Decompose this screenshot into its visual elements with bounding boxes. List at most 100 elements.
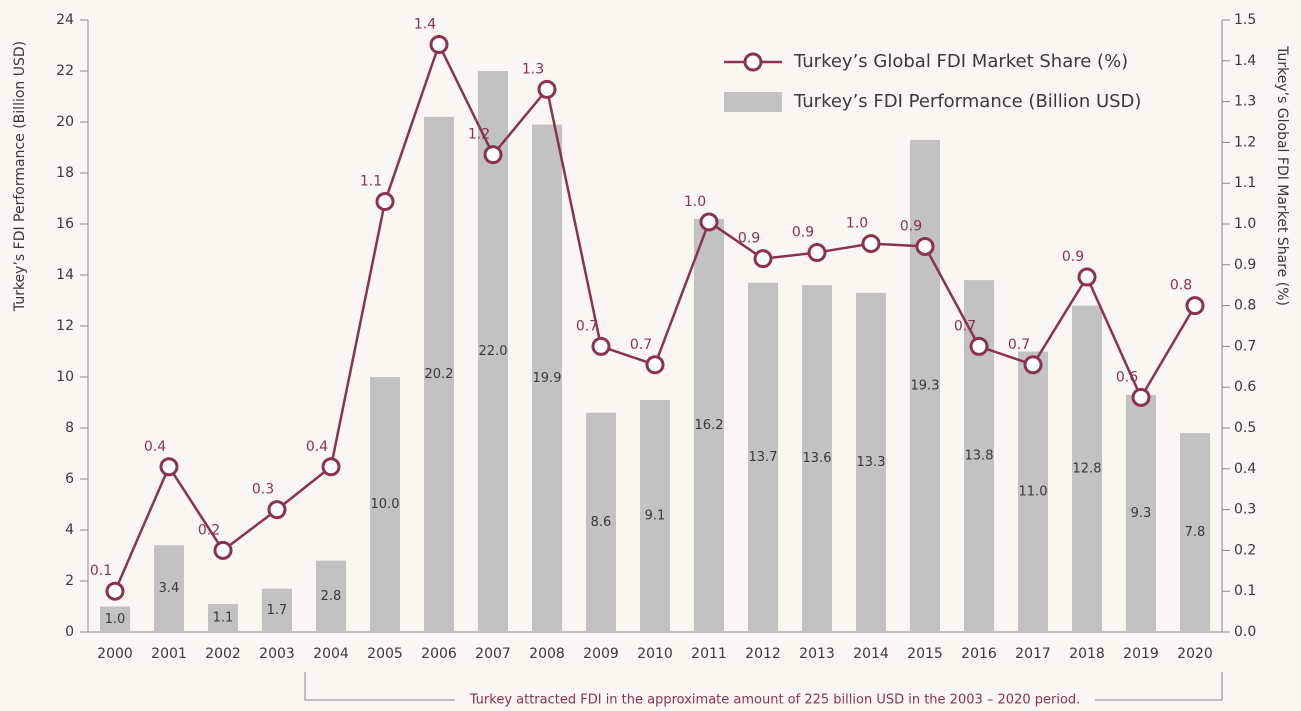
line-marker — [267, 500, 287, 520]
line-value-label: 0.8 — [1170, 278, 1192, 294]
y2-tick-label: 1.0 — [1234, 216, 1256, 232]
annotation: Turkey attracted FDI in the approximate … — [469, 693, 1081, 708]
bar — [154, 545, 184, 632]
y2-tick-label: 0.2 — [1234, 542, 1256, 558]
line-marker — [105, 581, 125, 601]
bar — [586, 412, 616, 632]
line-marker — [645, 355, 665, 375]
line-value-label: 0.9 — [792, 225, 814, 241]
bar-value-label: 16.2 — [695, 418, 724, 433]
x-tick-label: 2020 — [1177, 646, 1213, 662]
line-marker — [1077, 267, 1097, 287]
line-value-label: 0.4 — [306, 439, 328, 455]
line-value-label: 1.0 — [684, 194, 706, 210]
bar — [100, 606, 130, 632]
y-tick-label: 4 — [65, 522, 74, 538]
line-marker — [1185, 296, 1205, 316]
y2-tick-label: 0.9 — [1234, 257, 1256, 273]
line-value-label: 0.7 — [1008, 337, 1030, 353]
bar-value-label: 1.1 — [213, 610, 234, 625]
x-tick-label: 2012 — [745, 646, 781, 662]
y-tick-label: 22 — [56, 63, 74, 79]
bar-value-label: 2.8 — [321, 589, 342, 604]
line-marker — [753, 249, 773, 269]
bar — [478, 71, 508, 632]
x-tick-label: 2011 — [691, 646, 727, 662]
bar-value-label: 19.3 — [911, 378, 940, 393]
bar — [370, 377, 400, 632]
bar-value-label: 1.7 — [267, 603, 288, 618]
bar-value-label: 19.9 — [533, 371, 562, 386]
line-marker — [537, 79, 557, 99]
line-value-label: 0.4 — [144, 439, 166, 455]
y-tick-label: 20 — [56, 114, 74, 130]
y-tick-label: 24 — [56, 12, 74, 28]
line-marker — [483, 145, 503, 165]
line-value-label: 0.7 — [954, 318, 976, 334]
bar — [532, 124, 562, 633]
y2-tick-label: 1.2 — [1234, 134, 1256, 150]
bar-value-label: 13.8 — [965, 449, 994, 464]
x-tick-label: 2004 — [313, 646, 349, 662]
bar — [1072, 305, 1102, 632]
x-tick-label: 2013 — [799, 646, 835, 662]
x-tick-label: 2018 — [1069, 646, 1105, 662]
y2-tick-label: 0.3 — [1234, 502, 1256, 518]
y-tick-label: 0 — [65, 624, 74, 640]
y2-tick-label: 1.4 — [1234, 53, 1256, 69]
bar-value-label: 9.3 — [1131, 506, 1152, 521]
x-tick-label: 2001 — [151, 646, 187, 662]
bar — [262, 588, 292, 632]
x-tick-label: 2002 — [205, 646, 241, 662]
y2-tick-label: 0.1 — [1234, 583, 1256, 599]
y2-tick-label: 1.5 — [1234, 12, 1256, 28]
y-tick-label: 12 — [56, 318, 74, 334]
line-value-label: 1.2 — [468, 127, 490, 143]
line-value-label: 0.1 — [90, 563, 112, 579]
bar-value-label: 13.3 — [857, 455, 886, 470]
line-marker — [213, 540, 233, 560]
line-value-label: 1.4 — [414, 16, 436, 32]
bar-value-label: 3.4 — [159, 581, 180, 596]
line-value-label: 0.9 — [1062, 249, 1084, 265]
line-marker — [429, 34, 449, 54]
line-value-label: 1.3 — [522, 61, 544, 77]
bar — [802, 285, 832, 632]
bar-value-label: 9.1 — [645, 508, 666, 523]
bar-value-label: 13.7 — [749, 450, 778, 465]
line-marker — [861, 234, 881, 254]
bar — [1018, 351, 1048, 632]
line-marker — [807, 243, 827, 263]
y-tick-label: 16 — [56, 216, 74, 232]
x-tick-label: 2016 — [961, 646, 997, 662]
line-marker — [915, 236, 935, 256]
line-value-label: 0.3 — [252, 482, 274, 498]
y2-tick-label: 0.6 — [1234, 379, 1256, 395]
x-tick-label: 2010 — [637, 646, 673, 662]
x-tick-label: 2006 — [421, 646, 457, 662]
y-axis-title: Turkey’s FDI Performance (Billion USD) — [12, 41, 28, 312]
legend-swatch — [724, 92, 782, 112]
bar — [694, 218, 724, 632]
y-tick-label: 6 — [65, 471, 74, 487]
line-marker — [591, 336, 611, 356]
line-value-label: 0.6 — [1116, 369, 1138, 385]
line-value-label: 0.7 — [576, 318, 598, 334]
y-tick-label: 10 — [56, 369, 74, 385]
bar — [1126, 394, 1156, 632]
line-marker — [969, 336, 989, 356]
x-tick-label: 2008 — [529, 646, 565, 662]
bar — [316, 560, 346, 632]
bar-value-label: 20.2 — [425, 367, 454, 382]
x-tick-label: 2014 — [853, 646, 889, 662]
line-value-label: 0.9 — [900, 218, 922, 234]
bar — [1180, 433, 1210, 632]
y2-tick-label: 0.8 — [1234, 298, 1256, 314]
y2-tick-label: 1.3 — [1234, 94, 1256, 110]
line-marker — [1023, 355, 1043, 375]
line-value-label: 0.2 — [198, 522, 220, 538]
bar-value-label: 11.0 — [1019, 484, 1048, 499]
line-marker — [159, 457, 179, 477]
bar-value-label: 1.0 — [105, 612, 126, 627]
